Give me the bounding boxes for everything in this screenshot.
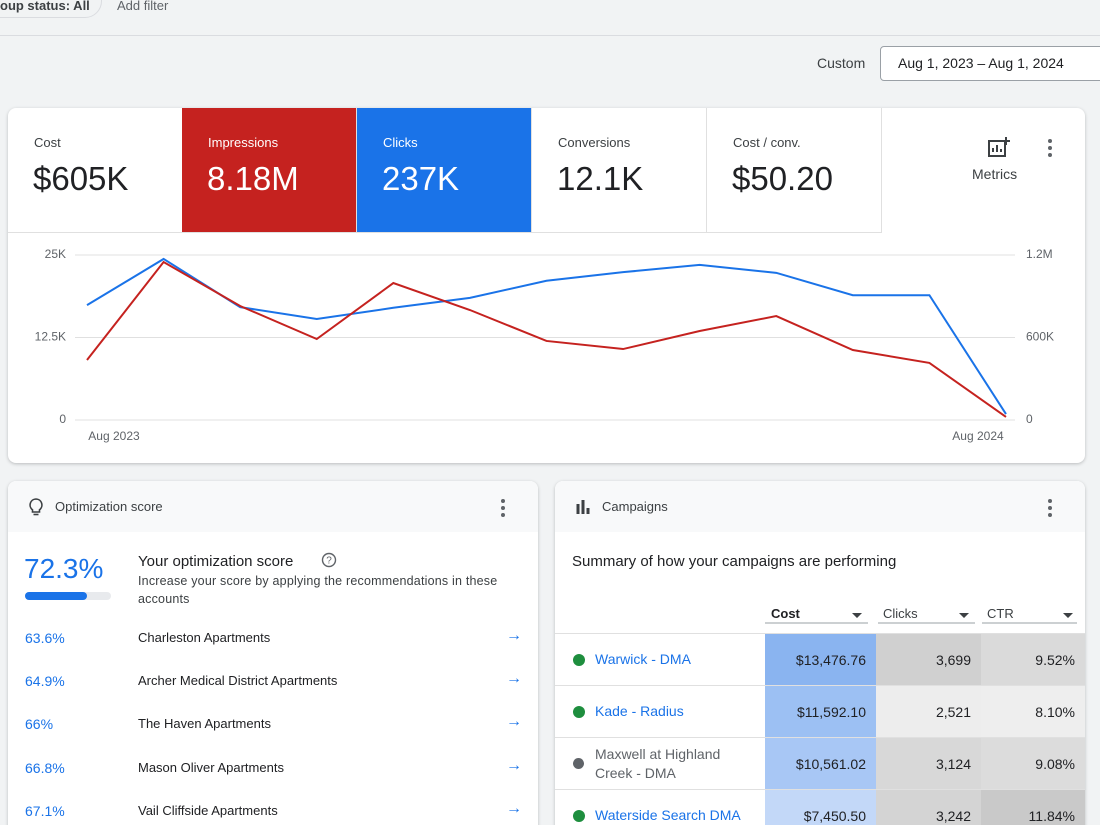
score-heading: Your optimization score	[138, 553, 293, 570]
account-score: 66%	[25, 716, 53, 732]
ctr-cell: 8.10%	[981, 686, 1085, 738]
clicks-cell: 3,124	[876, 738, 981, 790]
series-line	[87, 262, 1006, 417]
sort-arrows	[555, 609, 1085, 625]
x-tick-label: Aug 2024	[952, 429, 1004, 443]
account-name: The Haven Apartments	[138, 716, 271, 731]
campaigns-card: Campaigns Summary of how your campaigns …	[555, 481, 1085, 825]
cost-cell: $10,561.02	[765, 738, 876, 790]
y2-tick-label: 600K	[1026, 330, 1054, 344]
card-header: Campaigns	[555, 481, 1085, 532]
add-filter[interactable]: Add filter	[117, 0, 168, 13]
account-score: 66.8%	[25, 760, 65, 776]
arrow[interactable]: →	[506, 670, 522, 688]
campaign-name[interactable]: Maxwell at Highland Creek - DMA	[595, 745, 735, 783]
line-chart: 0 12.5K 25K 0 600K 1.2M Aug 2023 Aug 2024	[8, 108, 1085, 463]
ctr-cell: 9.52%	[981, 634, 1085, 686]
arrow[interactable]: →	[506, 713, 522, 731]
series-line	[87, 259, 1006, 414]
campaign-name[interactable]: Kade - Radius	[595, 703, 755, 719]
account-name: Archer Medical District Apartments	[138, 673, 337, 688]
account-score: 64.9%	[25, 673, 65, 689]
ctr-cell: 9.08%	[981, 738, 1085, 790]
clicks-cell: 3,699	[876, 634, 981, 686]
account-score: 67.1%	[25, 803, 65, 819]
clicks-cell: 3,242	[876, 790, 981, 825]
ctr-cell: 11.84%	[981, 790, 1085, 825]
y-tick-label: 12.5K	[35, 330, 66, 344]
account-name: Mason Oliver Apartments	[138, 760, 284, 775]
table-row: Waterside Search DMA $7,450.503,24211.84…	[555, 789, 1085, 825]
account-name: Vail Cliffside Apartments	[138, 803, 278, 818]
table-row: Kade - Radius $11,592.102,5218.10%	[555, 685, 1085, 738]
clicks-cell: 2,521	[876, 686, 981, 738]
score-value: 72.3%	[24, 553, 103, 585]
score-description: Increase your score by applying the reco…	[138, 573, 528, 608]
y-tick-label: 25K	[45, 247, 66, 261]
bulb-icon	[29, 498, 43, 516]
date-range-value: Aug 1, 2023 – Aug 1, 2024	[898, 55, 1064, 71]
help-icon[interactable]: ?	[321, 552, 337, 568]
table-row: Maxwell at Highland Creek - DMA $10,561.…	[555, 737, 1085, 790]
card-title: Campaigns	[602, 499, 668, 514]
y2-tick-label: 0	[1026, 412, 1033, 426]
y2-tick-label: 1.2M	[1026, 247, 1053, 261]
campaign-name[interactable]: Warwick - DMA	[595, 651, 755, 667]
campaigns-summary: Summary of how your campaigns are perfor…	[572, 553, 896, 570]
x-tick-label: Aug 2023	[88, 429, 140, 443]
arrow[interactable]: →	[506, 757, 522, 775]
cost-cell: $13,476.76	[765, 634, 876, 686]
arrow[interactable]: →	[506, 800, 522, 818]
y-tick-label: 0	[59, 412, 66, 426]
svg-text:?: ?	[326, 556, 332, 567]
overview-card: Cost$605K Impressions8.18M Clicks237K Co…	[8, 108, 1085, 463]
status-enabled	[573, 706, 585, 718]
arrow[interactable]: →	[506, 627, 522, 645]
table-row: Warwick - DMA $13,476.763,6999.52%	[555, 633, 1085, 686]
date-range-label: Custom	[817, 55, 865, 71]
cost-cell: $7,450.50	[765, 790, 876, 825]
status-filter[interactable]: oup status: All	[0, 0, 90, 13]
bar-icon	[576, 500, 590, 514]
divider	[0, 35, 1100, 36]
optimization-card: Optimization score 72.3% Your optimizati…	[8, 481, 538, 825]
status-paused	[573, 758, 584, 769]
card-title: Optimization score	[55, 499, 163, 514]
cost-cell: $11,592.10	[765, 686, 876, 738]
status-enabled	[573, 654, 585, 666]
more-menu[interactable]	[501, 499, 505, 520]
account-score: 63.6%	[25, 630, 65, 646]
status-enabled	[573, 810, 585, 822]
campaign-name[interactable]: Waterside Search DMA	[595, 807, 755, 823]
more-menu[interactable]	[1048, 499, 1052, 520]
score-bar	[25, 592, 87, 600]
account-name: Charleston Apartments	[138, 630, 270, 645]
card-header: Optimization score	[8, 481, 538, 532]
